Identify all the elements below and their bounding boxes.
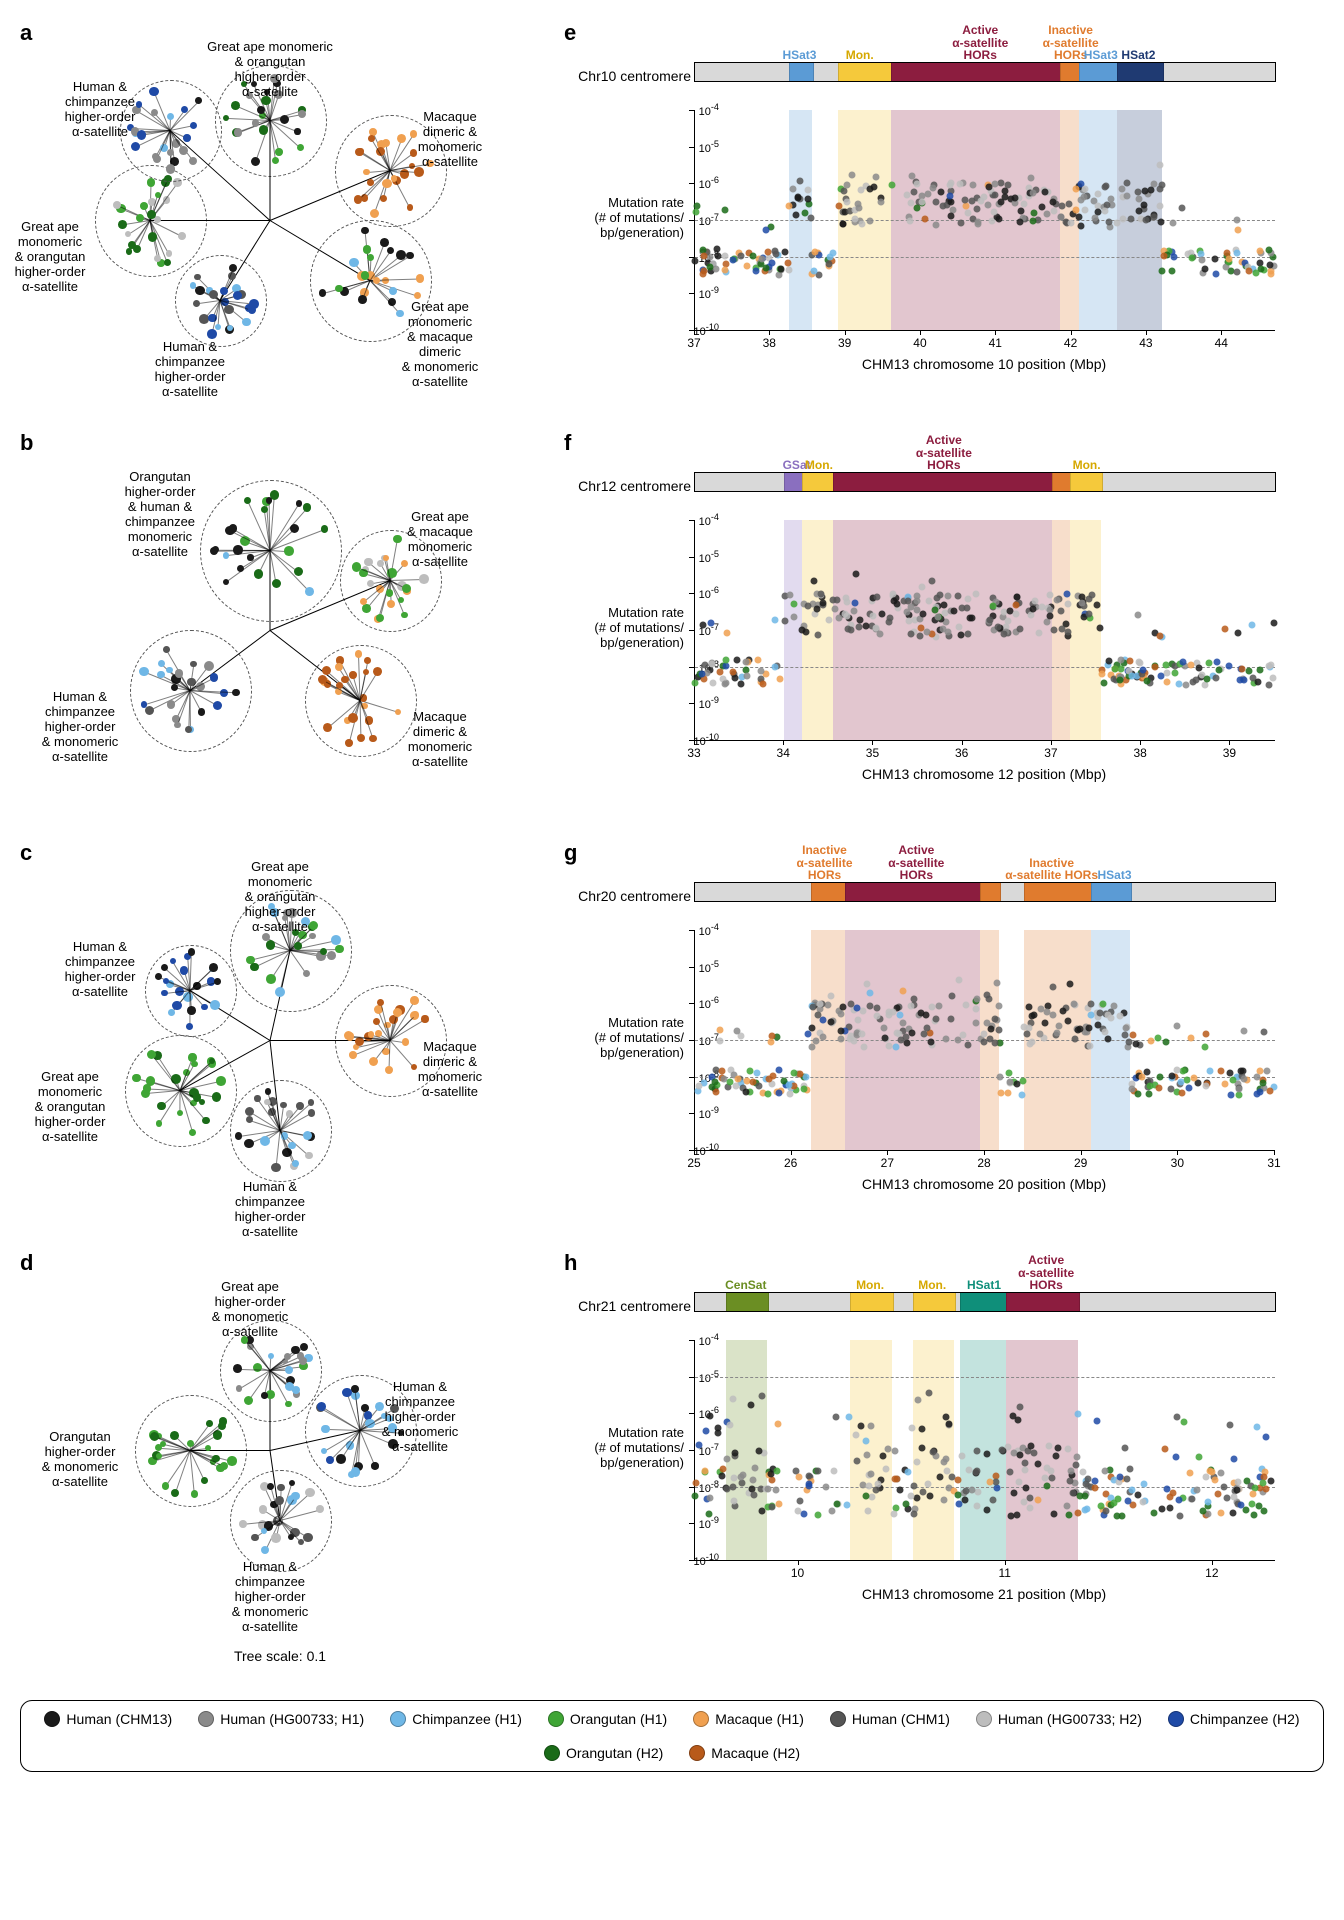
legend-item: Orangutan (H2) <box>544 1745 663 1761</box>
legend-item: Macaque (H1) <box>693 1711 804 1727</box>
panel-a: a Great ape monomeric& orangutanhigher-o… <box>20 20 540 410</box>
legend-item: Human (HG00733; H1) <box>198 1711 364 1727</box>
legend-item: Human (HG00733; H2) <box>976 1711 1142 1727</box>
tree-b: Orangutanhigher-order& human &chimpanzee… <box>20 430 520 820</box>
tree-d: Great apehigher-order& monomericα-satell… <box>20 1250 520 1640</box>
tree-a: Great ape monomeric& orangutanhigher-ord… <box>20 20 520 410</box>
legend-item: Orangutan (H1) <box>548 1711 667 1727</box>
legend-item: Chimpanzee (H1) <box>390 1711 522 1727</box>
panel-c: c Great apemonomeric& orangutanhigher-or… <box>20 840 540 1230</box>
tree-c: Great apemonomeric& orangutanhigher-orde… <box>20 840 520 1230</box>
chart-e: HSat3Mon.Activeα-satelliteHORsInactiveα-… <box>564 20 1304 410</box>
chart-g: Inactiveα-satelliteHORsActiveα-satellite… <box>564 840 1304 1230</box>
legend-item: Macaque (H2) <box>689 1745 800 1761</box>
legend-item: Human (CHM1) <box>830 1711 950 1727</box>
panel-d: d Great apehigher-order& monomericα-sate… <box>20 1250 540 1664</box>
chart-h: CenSatMon.Mon.HSat1Activeα-satelliteHORs… <box>564 1250 1304 1640</box>
chart-f: GSatMon.Activeα-satelliteHORsMon.Chr12 c… <box>564 430 1304 820</box>
panel-h: h CenSatMon.Mon.HSat1Activeα-satelliteHO… <box>564 1250 1324 1664</box>
figure-grid: a Great ape monomeric& orangutanhigher-o… <box>20 20 1324 1772</box>
panel-g: g Inactiveα-satelliteHORsActiveα-satelli… <box>564 840 1324 1230</box>
species-legend: Human (CHM13) Human (HG00733; H1) Chimpanz… <box>20 1700 1324 1772</box>
legend-item: Chimpanzee (H2) <box>1168 1711 1300 1727</box>
legend-item: Human (CHM13) <box>44 1711 172 1727</box>
panel-b: b Orangutanhigher-order& human &chimpanz… <box>20 430 540 820</box>
tree-scale: Tree scale: 0.1 <box>20 1648 540 1664</box>
panel-e: e HSat3Mon.Activeα-satelliteHORsInactive… <box>564 20 1324 410</box>
panel-f: f GSatMon.Activeα-satelliteHORsMon.Chr12… <box>564 430 1324 820</box>
